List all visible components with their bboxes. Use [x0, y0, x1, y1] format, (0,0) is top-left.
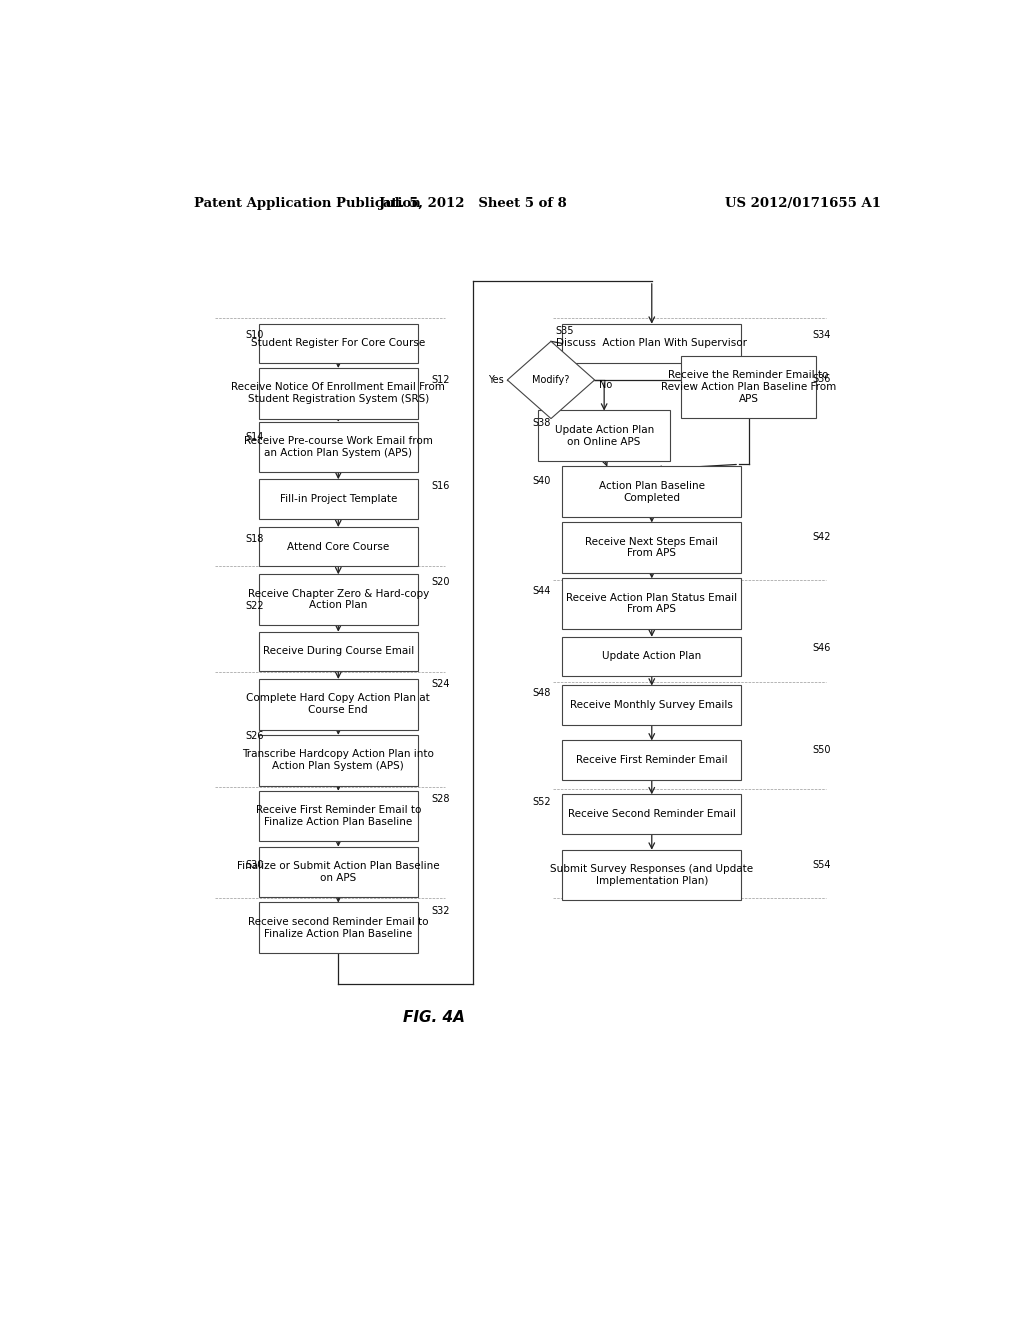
Text: Student Register For Core Course: Student Register For Core Course [251, 338, 425, 348]
Text: S20: S20 [431, 577, 450, 587]
Text: Update Action Plan: Update Action Plan [602, 652, 701, 661]
Text: S54: S54 [812, 859, 830, 870]
FancyBboxPatch shape [258, 368, 418, 418]
FancyBboxPatch shape [258, 791, 418, 841]
Polygon shape [507, 342, 595, 418]
Text: S34: S34 [812, 330, 830, 341]
Text: Receive First Reminder Email: Receive First Reminder Email [575, 755, 728, 766]
Text: Receive Monthly Survey Emails: Receive Monthly Survey Emails [570, 700, 733, 710]
Text: Receive second Reminder Email to
Finalize Action Plan Baseline: Receive second Reminder Email to Finaliz… [248, 917, 429, 939]
Text: S42: S42 [812, 532, 830, 541]
FancyBboxPatch shape [258, 631, 418, 671]
Text: Jul. 5, 2012   Sheet 5 of 8: Jul. 5, 2012 Sheet 5 of 8 [379, 197, 567, 210]
Text: Finalize or Submit Action Plan Baseline
on APS: Finalize or Submit Action Plan Baseline … [237, 861, 439, 883]
Text: S50: S50 [812, 744, 830, 755]
Text: S28: S28 [431, 793, 450, 804]
FancyBboxPatch shape [562, 466, 741, 517]
Text: No: No [599, 380, 612, 389]
Text: S18: S18 [246, 533, 264, 544]
Text: Receive the Reminder Email to
Review Action Plan Baseline From
APS: Receive the Reminder Email to Review Act… [660, 371, 837, 404]
FancyBboxPatch shape [539, 411, 670, 461]
Text: S48: S48 [532, 688, 551, 698]
Text: S52: S52 [532, 797, 551, 807]
Text: Receive During Course Email: Receive During Course Email [263, 647, 414, 656]
FancyBboxPatch shape [562, 578, 741, 630]
Text: S24: S24 [431, 678, 450, 689]
Text: Action Plan Baseline
Completed: Action Plan Baseline Completed [599, 480, 705, 503]
FancyBboxPatch shape [562, 741, 741, 780]
Text: Receive Notice Of Enrollment Email From
Student Registration System (SRS): Receive Notice Of Enrollment Email From … [231, 383, 445, 404]
FancyBboxPatch shape [681, 356, 816, 418]
Text: Transcribe Hardcopy Action Plan into
Action Plan System (APS): Transcribe Hardcopy Action Plan into Act… [243, 750, 434, 771]
Text: S46: S46 [812, 643, 830, 653]
FancyBboxPatch shape [562, 323, 741, 363]
Text: Patent Application Publication: Patent Application Publication [194, 197, 421, 210]
Text: S16: S16 [431, 480, 450, 491]
Text: Receive Action Plan Status Email
From APS: Receive Action Plan Status Email From AP… [566, 593, 737, 614]
Text: S14: S14 [246, 432, 264, 442]
Text: Receive First Reminder Email to
Finalize Action Plan Baseline: Receive First Reminder Email to Finalize… [256, 805, 421, 826]
Text: S35: S35 [555, 326, 573, 337]
FancyBboxPatch shape [562, 685, 741, 725]
Text: Receive Next Steps Email
From APS: Receive Next Steps Email From APS [586, 537, 718, 558]
FancyBboxPatch shape [258, 479, 418, 519]
FancyBboxPatch shape [562, 850, 741, 900]
Text: Receive Second Reminder Email: Receive Second Reminder Email [568, 809, 735, 818]
Text: US 2012/0171655 A1: US 2012/0171655 A1 [725, 197, 881, 210]
Text: Attend Core Course: Attend Core Course [287, 541, 389, 552]
FancyBboxPatch shape [258, 678, 418, 730]
FancyBboxPatch shape [562, 523, 741, 573]
Text: FIG. 4A: FIG. 4A [402, 1010, 465, 1024]
Text: S32: S32 [431, 906, 450, 916]
Text: S44: S44 [532, 586, 551, 597]
Text: S38: S38 [532, 417, 551, 428]
Text: Receive Pre-course Work Email from
an Action Plan System (APS): Receive Pre-course Work Email from an Ac… [244, 436, 433, 458]
Text: Submit Survey Responses (and Update
Implementation Plan): Submit Survey Responses (and Update Impl… [550, 865, 754, 886]
Text: Receive Chapter Zero & Hard-copy
Action Plan: Receive Chapter Zero & Hard-copy Action … [248, 589, 429, 610]
FancyBboxPatch shape [562, 636, 741, 676]
Text: Discuss  Action Plan With Supervisor: Discuss Action Plan With Supervisor [556, 338, 748, 348]
Text: S30: S30 [246, 859, 264, 870]
FancyBboxPatch shape [258, 527, 418, 566]
Text: Yes: Yes [487, 375, 504, 385]
FancyBboxPatch shape [258, 574, 418, 624]
FancyBboxPatch shape [258, 421, 418, 473]
FancyBboxPatch shape [258, 903, 418, 953]
Text: S22: S22 [246, 601, 264, 611]
FancyBboxPatch shape [258, 323, 418, 363]
Text: S10: S10 [246, 330, 264, 341]
Text: Fill-in Project Template: Fill-in Project Template [280, 494, 397, 504]
FancyBboxPatch shape [258, 735, 418, 785]
FancyBboxPatch shape [258, 846, 418, 898]
Text: S12: S12 [431, 375, 450, 385]
FancyBboxPatch shape [562, 795, 741, 834]
Text: S26: S26 [246, 731, 264, 741]
Text: Complete Hard Copy Action Plan at
Course End: Complete Hard Copy Action Plan at Course… [247, 693, 430, 715]
Text: S36: S36 [812, 374, 830, 384]
Text: S40: S40 [532, 475, 551, 486]
Text: Update Action Plan
on Online APS: Update Action Plan on Online APS [555, 425, 653, 446]
Text: Modify?: Modify? [532, 375, 569, 385]
